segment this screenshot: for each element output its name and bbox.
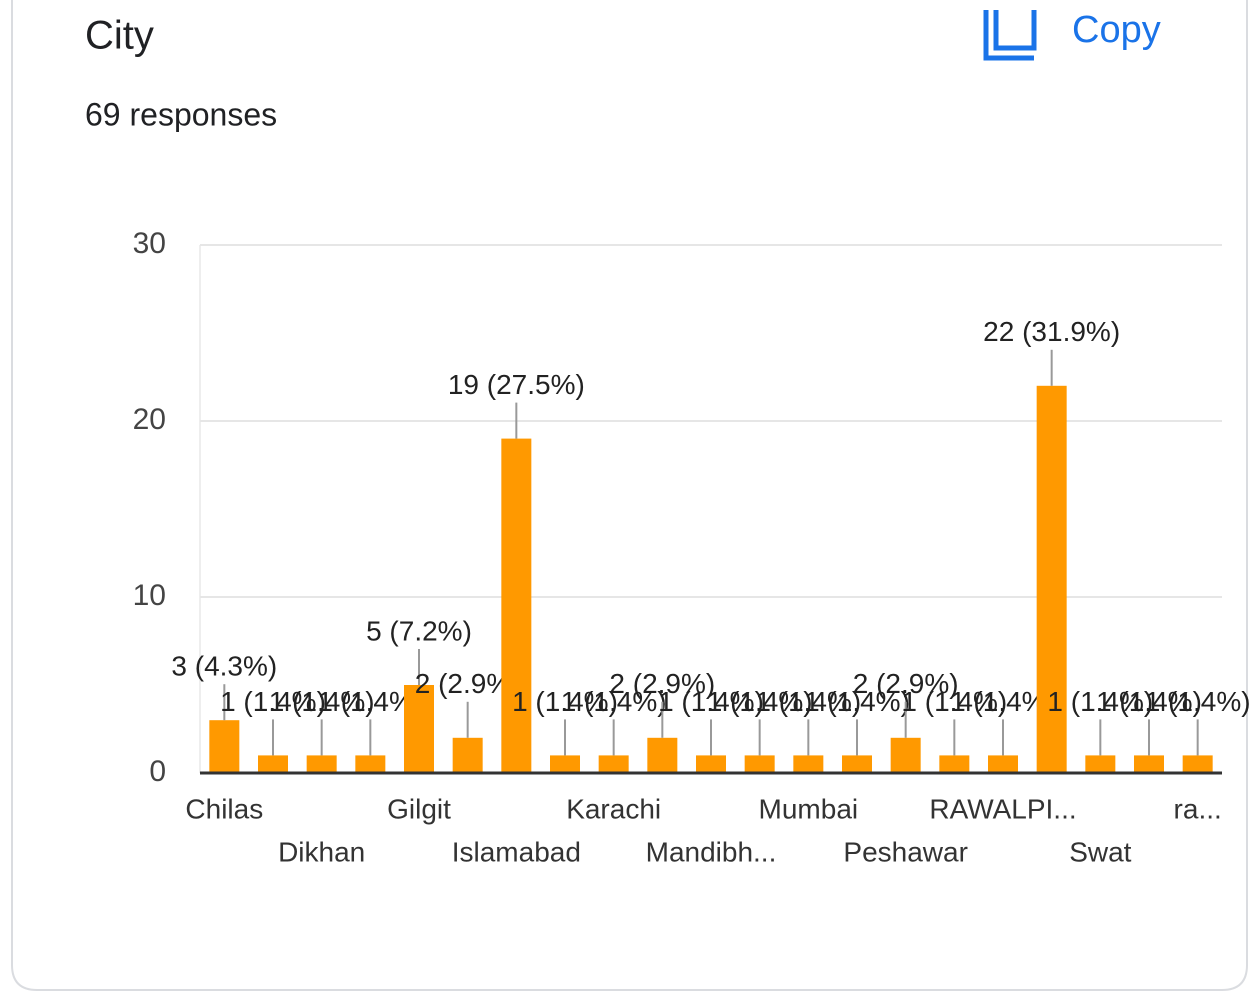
bar bbox=[647, 737, 678, 773]
data-label: 3 (4.3%) bbox=[171, 651, 277, 682]
data-label: 1 (1.4%) bbox=[804, 686, 910, 717]
copy-label: Copy bbox=[1072, 9, 1161, 51]
bar bbox=[890, 737, 921, 773]
x-tick-label: Gilgit bbox=[387, 793, 451, 824]
bar bbox=[306, 755, 337, 773]
bar bbox=[355, 755, 386, 773]
data-label: 2 (2.9%) bbox=[853, 668, 959, 699]
copy-button[interactable]: Copy bbox=[983, 9, 1161, 61]
x-tick-label: Islamabad bbox=[452, 836, 581, 867]
bar bbox=[452, 737, 483, 773]
bar bbox=[842, 755, 872, 773]
data-label: 1 (1.4%) bbox=[1145, 686, 1251, 717]
data-label: 19 (27.5%) bbox=[448, 369, 585, 400]
card-border bbox=[11, 0, 1248, 991]
bar bbox=[1036, 385, 1067, 773]
x-tick-label: Mandibh... bbox=[646, 836, 777, 867]
bar bbox=[793, 755, 824, 773]
data-label: 1 (1.4%) bbox=[1096, 686, 1202, 717]
x-tick-label: Peshawar bbox=[843, 836, 968, 867]
x-tick-label: Karachi bbox=[566, 793, 661, 824]
x-tick-label: Chilas bbox=[185, 793, 263, 824]
response-count: 69 responses bbox=[85, 96, 277, 132]
bar bbox=[1134, 755, 1164, 773]
data-label: 1 (1.4%) bbox=[561, 686, 667, 717]
y-tick-label: 30 bbox=[133, 227, 166, 260]
data-label: 1 (1.4%) bbox=[755, 686, 861, 717]
x-tick-label: Mumbai bbox=[759, 793, 859, 824]
bar bbox=[598, 755, 629, 773]
x-tick-label: RAWALPI... bbox=[929, 793, 1076, 824]
data-label: 5 (7.2%) bbox=[366, 615, 472, 646]
x-tick-label: Dikhan bbox=[278, 836, 365, 867]
y-tick-label: 20 bbox=[133, 403, 166, 436]
bar bbox=[258, 755, 288, 773]
bar bbox=[550, 755, 580, 773]
data-label: 1 (1.4%) bbox=[901, 686, 1007, 717]
bar bbox=[939, 755, 970, 773]
copy-icon bbox=[983, 10, 1037, 61]
bar bbox=[501, 438, 532, 773]
data-label: 1 (1.4%) bbox=[220, 686, 326, 717]
data-label: 1 (1.4%) bbox=[1047, 686, 1153, 717]
data-label: 1 (1.4%) bbox=[658, 686, 764, 717]
data-label: 1 (1.4%) bbox=[269, 686, 375, 717]
bar bbox=[988, 755, 1018, 773]
data-label: 1 (1.4%) bbox=[707, 686, 813, 717]
bar bbox=[404, 685, 434, 773]
bar bbox=[1182, 755, 1213, 773]
y-tick-label: 0 bbox=[149, 755, 166, 788]
data-label: 2 (2.9%) bbox=[609, 668, 715, 699]
bar bbox=[744, 755, 775, 773]
x-tick-label: Swat bbox=[1069, 836, 1131, 867]
bar bbox=[696, 755, 726, 773]
bar bbox=[1085, 755, 1116, 773]
x-tick-label: ra... bbox=[1174, 793, 1222, 824]
data-label: 22 (31.9%) bbox=[983, 316, 1120, 347]
y-tick-label: 10 bbox=[133, 579, 166, 612]
data-label: 1 (1.4%) bbox=[512, 686, 618, 717]
question-title: City bbox=[85, 14, 154, 58]
bar bbox=[209, 720, 240, 773]
